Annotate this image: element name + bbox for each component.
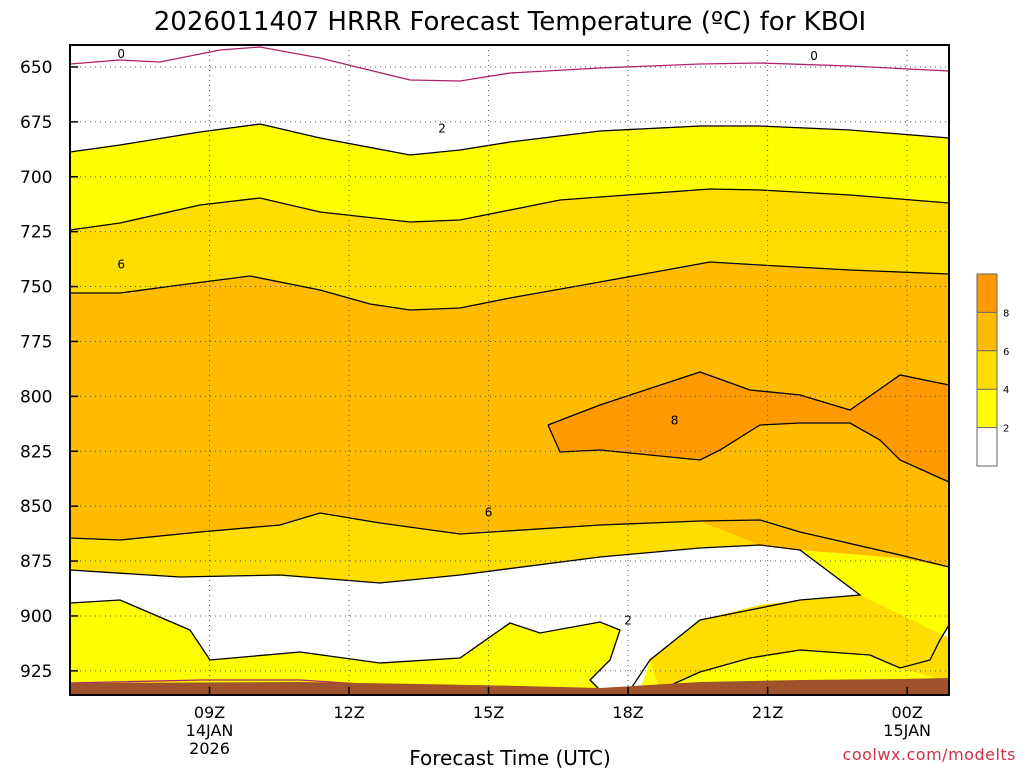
credit-label: coolwx.com/modelts <box>843 745 1016 764</box>
contour-line-4-upper <box>69 188 950 231</box>
contour-label: 6 <box>117 258 125 272</box>
x-tick-label: 14JAN <box>186 721 234 740</box>
contour-label-text: 2 <box>438 121 446 135</box>
contour-label: 8 <box>671 414 679 428</box>
contour-line-2-upper <box>69 123 950 156</box>
colorbar-swatch <box>977 427 997 466</box>
x-tick-label: 09Z <box>194 703 225 722</box>
contour-line-4-lower <box>69 544 862 691</box>
colorbar-swatch <box>977 312 997 351</box>
x-axis-label: Forecast Time (UTC) <box>409 746 611 768</box>
y-tick-label: 925 <box>20 662 52 682</box>
y-tick-label: 725 <box>20 223 52 243</box>
y-tick-label: 900 <box>20 607 52 627</box>
contour-line-6-upper <box>70 261 950 311</box>
colorbar: 2 4 6 8 <box>976 273 1009 467</box>
y-tick-label: 675 <box>20 113 52 133</box>
x-tick-label: 00Z <box>891 703 922 722</box>
colorbar-swatch <box>977 274 997 313</box>
contour-line-8 <box>547 371 950 483</box>
x-tick-label: 21Z <box>752 703 783 722</box>
contour-label: 0 <box>117 47 125 61</box>
y-tick-label: 850 <box>20 497 52 517</box>
chart-title: 2026011407 HRRR Forecast Temperature (ºC… <box>154 7 866 37</box>
y-tick-label: 650 <box>20 58 52 78</box>
y-tick-label: 800 <box>20 387 52 407</box>
contour-label-text: 8 <box>671 414 679 428</box>
contour-line-2-lower <box>69 599 621 691</box>
colorbar-tick-label: 2 <box>1003 424 1009 435</box>
contour-label: 2 <box>438 121 446 135</box>
colorbar-tick-label: 6 <box>1003 347 1009 358</box>
contour-label-text: 0 <box>810 49 818 63</box>
contour-line-0-top <box>69 46 950 82</box>
contour-label: 6 <box>485 506 493 520</box>
colorbar-swatch <box>977 389 997 428</box>
colorbar-swatch <box>977 350 997 390</box>
colorbar-tick-label: 8 <box>1003 308 1009 319</box>
y-tick-label: 775 <box>20 332 52 352</box>
contour-label-text: 0 <box>117 47 125 61</box>
y-tick-label: 700 <box>20 168 52 188</box>
x-tick-label: 15JAN <box>883 721 931 740</box>
contour-label-text: 6 <box>117 258 125 272</box>
colorbar-tick-label: 4 <box>1003 385 1009 396</box>
contour-label: 0 <box>810 49 818 63</box>
ground-strip <box>70 678 949 695</box>
x-tick-label: 12Z <box>333 703 364 722</box>
y-tick-label: 875 <box>20 552 52 572</box>
contour-label-text: 6 <box>485 506 493 520</box>
x-tick-label: 18Z <box>612 703 643 722</box>
plot-area: 0 0 2 6 8 6 2 <box>69 44 950 696</box>
contour-line-4-bottom <box>659 624 950 691</box>
contour-line-6-lower <box>69 512 950 568</box>
band-6-8 <box>70 262 949 567</box>
y-tick-label: 750 <box>20 278 52 298</box>
x-tick-label: 2026 <box>189 739 230 758</box>
contour-line-0-bottom <box>69 679 361 685</box>
grid <box>70 45 949 695</box>
plot-frame <box>69 44 950 696</box>
x-tick-label: 15Z <box>473 703 504 722</box>
contour-label: 2 <box>624 613 632 627</box>
y-tick-label: 825 <box>20 442 52 462</box>
contour-label-text: 2 <box>624 613 632 627</box>
